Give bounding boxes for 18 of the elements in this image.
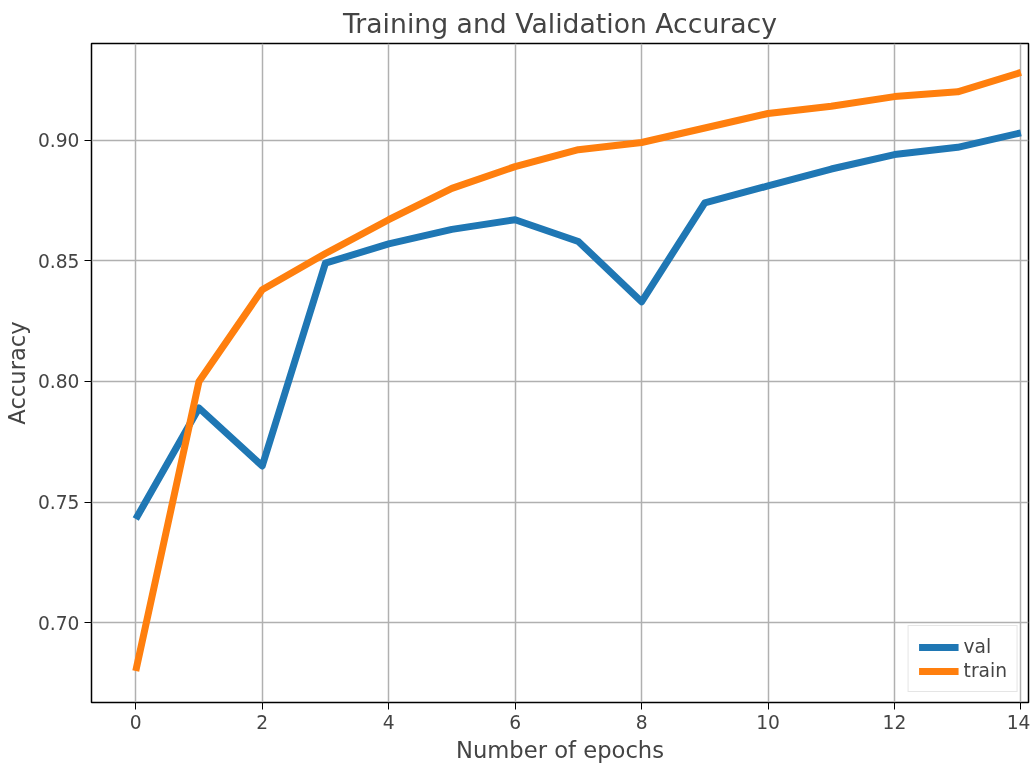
legend-label: train [963, 660, 1007, 681]
y-tick-label: 0.80 [37, 371, 80, 393]
x-tick-label: 12 [882, 711, 907, 733]
y-axis-title: Accuracy [3, 321, 30, 425]
chart-title: Training and Validation Accuracy [341, 7, 778, 39]
x-tick-label: 10 [756, 711, 780, 733]
legend-label: val [963, 636, 992, 657]
x-tick-label: 0 [129, 711, 142, 733]
x-tick-label: 2 [256, 711, 269, 733]
y-tick-label: 0.90 [37, 130, 80, 152]
y-tick-label: 0.75 [37, 492, 80, 514]
x-tick-label: 14 [1006, 711, 1031, 733]
x-tick-label: 8 [635, 711, 648, 733]
x-tick-label: 4 [382, 711, 395, 733]
y-tick-label: 0.85 [37, 250, 80, 272]
x-axis-title: Number of epochs [455, 736, 665, 763]
y-tick-label: 0.70 [37, 612, 80, 634]
x-tick-label: 6 [509, 711, 522, 733]
